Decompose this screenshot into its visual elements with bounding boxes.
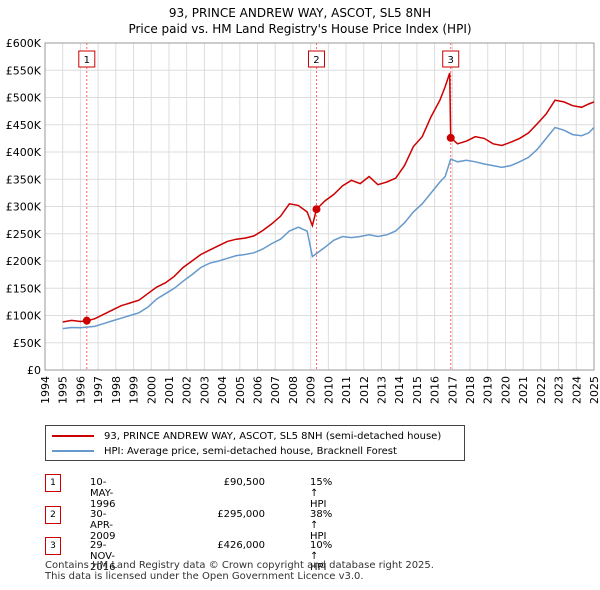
legend-swatch-hpi bbox=[52, 450, 94, 452]
plot-frame bbox=[44, 42, 595, 371]
transaction-number: 2 bbox=[45, 506, 61, 524]
y-tick-label: £150K bbox=[6, 282, 42, 295]
sale-point bbox=[312, 205, 321, 214]
sale-point bbox=[446, 133, 455, 142]
x-tick-label: 1999 bbox=[128, 376, 141, 404]
transaction-hpi: 15% ↑ HPI bbox=[310, 477, 333, 510]
x-tick-label: 2006 bbox=[252, 376, 265, 404]
transaction-number: 3 bbox=[45, 537, 61, 555]
chart-subtitle: Price paid vs. HM Land Registry's House … bbox=[128, 22, 472, 36]
x-tick-label: 2000 bbox=[145, 376, 158, 404]
x-tick-label: 2020 bbox=[499, 376, 512, 404]
legend: 93, PRINCE ANDREW WAY, ASCOT, SL5 8NH (s… bbox=[45, 425, 465, 461]
y-tick-label: £50K bbox=[13, 337, 42, 350]
transaction-price: £426,000 bbox=[217, 540, 265, 551]
x-tick-label: 1996 bbox=[74, 376, 87, 404]
x-tick-label: 2018 bbox=[464, 376, 477, 404]
x-tick-label: 2012 bbox=[358, 376, 371, 404]
transaction-price: £90,500 bbox=[223, 477, 265, 488]
y-tick-label: £200K bbox=[6, 255, 42, 268]
x-tick-label: 1995 bbox=[57, 376, 70, 404]
transaction-hpi: 10% ↑ HPI bbox=[310, 540, 333, 573]
sale-label-box bbox=[442, 50, 460, 68]
x-tick-label: 2015 bbox=[411, 376, 424, 404]
x-tick-label: 1997 bbox=[92, 376, 105, 404]
x-tick-label: 2017 bbox=[446, 376, 459, 404]
x-tick-label: 2014 bbox=[393, 376, 406, 404]
transaction-date: 30-APR-2009 bbox=[90, 509, 116, 542]
y-tick-label: £400K bbox=[6, 146, 42, 159]
x-tick-label: 2002 bbox=[181, 376, 194, 404]
x-tick-label: 2011 bbox=[340, 376, 353, 404]
legend-label-hpi: HPI: Average price, semi-detached house,… bbox=[104, 445, 397, 457]
sale-label: 3 bbox=[448, 55, 454, 66]
y-tick-label: £250K bbox=[6, 228, 42, 241]
x-tick-label: 2019 bbox=[482, 376, 495, 404]
y-tick-label: £100K bbox=[6, 310, 42, 323]
sale-point bbox=[82, 316, 91, 325]
y-tick-label: £450K bbox=[6, 119, 42, 132]
x-tick-label: 2025 bbox=[588, 376, 600, 404]
transaction-price: £295,000 bbox=[217, 509, 265, 520]
x-tick-label: 2024 bbox=[570, 376, 583, 404]
x-tick-label: 2009 bbox=[305, 376, 318, 404]
x-tick-label: 2023 bbox=[553, 376, 566, 404]
legend-item-property: 93, PRINCE ANDREW WAY, ASCOT, SL5 8NH (s… bbox=[52, 429, 441, 443]
x-tick-label: 2008 bbox=[287, 376, 300, 404]
x-tick-label: 2004 bbox=[216, 376, 229, 404]
price-chart: £0 £50K £100K £150K £200K £250K £300K £350K £400… bbox=[6, 37, 600, 404]
transaction-number: 1 bbox=[45, 474, 61, 492]
property-price-line bbox=[62, 72, 595, 323]
footer-licence: This data is licensed under the Open Gov… bbox=[45, 571, 364, 582]
transaction-hpi: 38% ↑ HPI bbox=[310, 509, 333, 542]
y-tick-label: £500K bbox=[6, 92, 42, 105]
sale-label-box bbox=[307, 50, 325, 68]
legend-item-hpi: HPI: Average price, semi-detached house,… bbox=[52, 444, 397, 458]
x-tick-label: 1998 bbox=[110, 376, 123, 404]
x-tick-label: 2010 bbox=[322, 376, 335, 404]
x-tick-label: 2005 bbox=[234, 376, 247, 404]
x-tick-label: 1994 bbox=[39, 376, 52, 404]
x-tick-label: 2013 bbox=[375, 376, 388, 404]
y-tick-label: £350K bbox=[6, 173, 42, 186]
footer-copyright: Contains HM Land Registry data © Crown c… bbox=[45, 560, 434, 571]
y-tick-label: £600K bbox=[6, 37, 42, 50]
y-tick-label: £0 bbox=[27, 364, 41, 377]
x-tick-label: 2001 bbox=[163, 376, 176, 404]
legend-swatch-property bbox=[52, 435, 94, 437]
x-tick-label: 2021 bbox=[517, 376, 530, 404]
x-tick-label: 2016 bbox=[429, 376, 442, 404]
transaction-date: 10-MAY-1996 bbox=[90, 477, 116, 510]
hpi-line bbox=[62, 126, 595, 330]
transaction-date: 29-NOV-2016 bbox=[90, 540, 116, 573]
sale-label: 1 bbox=[84, 55, 90, 66]
y-tick-label: £550K bbox=[6, 64, 42, 77]
sale-label-box bbox=[78, 50, 96, 68]
y-tick-label: £300K bbox=[6, 201, 42, 214]
x-tick-label: 2022 bbox=[535, 376, 548, 404]
chart-title: 93, PRINCE ANDREW WAY, ASCOT, SL5 8NH bbox=[168, 6, 432, 20]
x-tick-label: 2007 bbox=[269, 376, 282, 404]
legend-label-property: 93, PRINCE ANDREW WAY, ASCOT, SL5 8NH (s… bbox=[104, 430, 442, 442]
x-tick-label: 2003 bbox=[198, 376, 211, 404]
sale-label: 2 bbox=[313, 55, 319, 66]
